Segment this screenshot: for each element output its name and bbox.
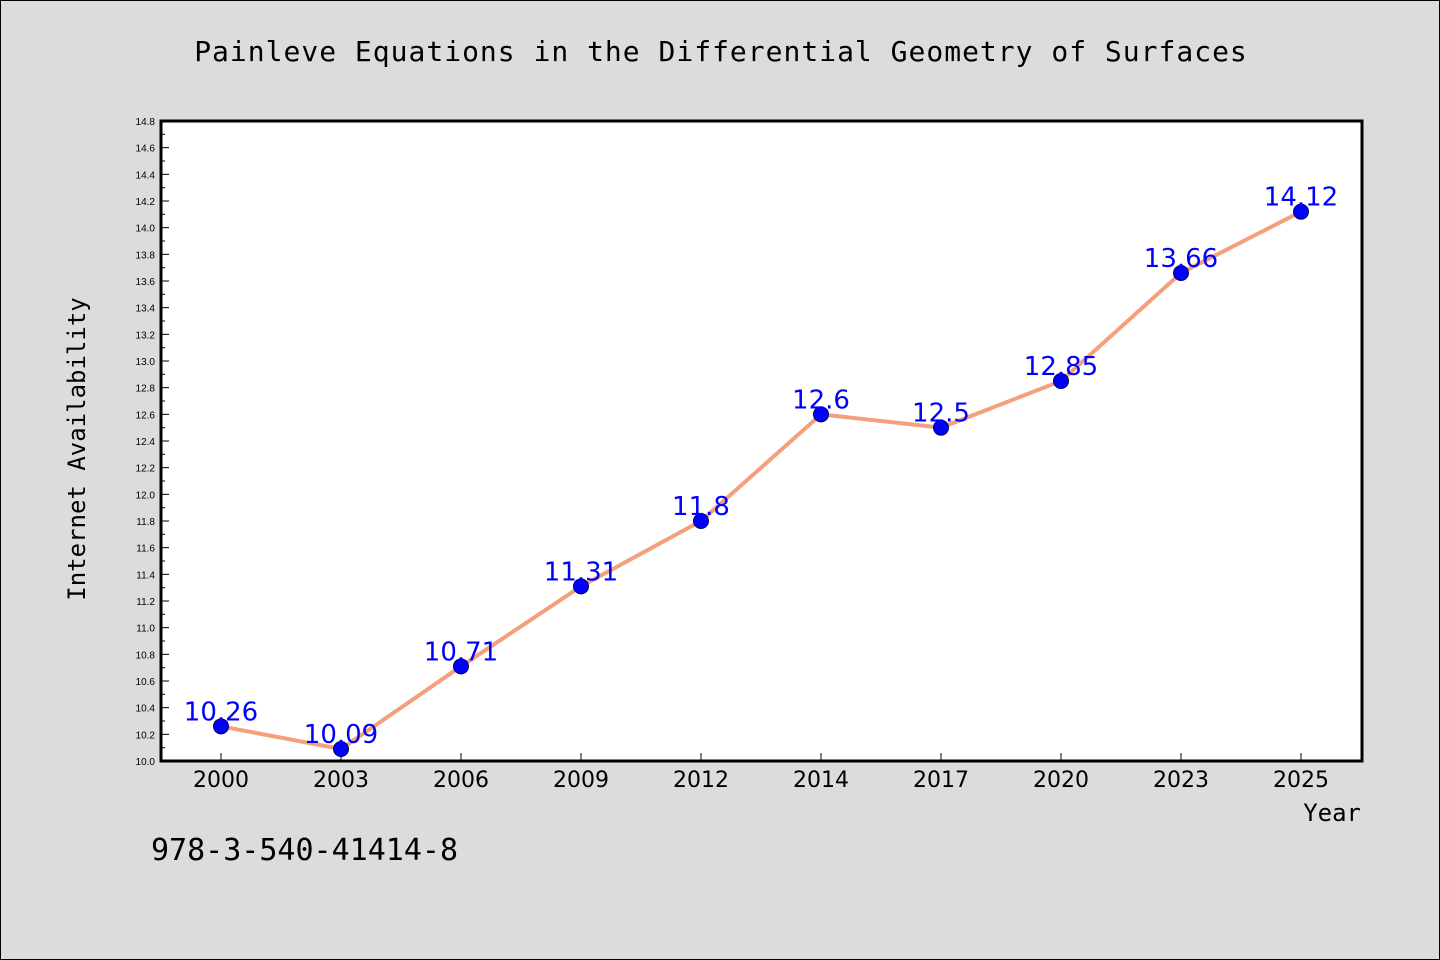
y-tick-label: 13.4 bbox=[136, 304, 156, 315]
data-label: 10.71 bbox=[424, 637, 498, 667]
data-label: 14.12 bbox=[1264, 183, 1338, 213]
y-tick-label: 13.2 bbox=[136, 330, 156, 341]
x-tick-label: 2023 bbox=[1153, 768, 1209, 793]
series-line bbox=[220, 209, 1302, 751]
y-tick-label: 14.4 bbox=[136, 170, 156, 181]
footer-code: 978-3-540-41414-8 bbox=[151, 833, 459, 868]
y-tick-label: 14.2 bbox=[136, 197, 156, 208]
data-point bbox=[1053, 373, 1069, 389]
y-tick-label: 12.8 bbox=[136, 384, 156, 395]
x-tick-label: 2020 bbox=[1033, 768, 1089, 793]
data-label: 12.85 bbox=[1024, 352, 1098, 382]
x-tick-label: 2009 bbox=[553, 768, 609, 793]
y-axis-label: Internet Availability bbox=[63, 297, 91, 600]
data-point bbox=[453, 658, 469, 675]
x-tick-label: 2025 bbox=[1273, 768, 1329, 793]
x-tick-label: 2003 bbox=[313, 768, 369, 793]
data-point bbox=[573, 578, 589, 595]
x-tick-label: 2012 bbox=[673, 768, 729, 793]
y-tick-label: 11.8 bbox=[136, 517, 155, 528]
data-point bbox=[213, 718, 229, 735]
data-label: 13.66 bbox=[1144, 244, 1218, 274]
y-tick-label: 14.8 bbox=[136, 117, 156, 128]
y-tick-label: 10.4 bbox=[136, 704, 156, 715]
y-tick-label: 10.2 bbox=[136, 730, 156, 741]
x-axis-label: Year bbox=[1303, 799, 1361, 827]
data-label: 11.8 bbox=[672, 492, 730, 522]
data-point bbox=[933, 419, 949, 436]
x-tick-label: 2006 bbox=[433, 768, 489, 793]
y-tick-label: 12.6 bbox=[136, 410, 156, 421]
y-tick-label: 12.0 bbox=[136, 490, 156, 501]
y-tick-label: 12.2 bbox=[136, 464, 156, 475]
y-tick-label: 11.2 bbox=[136, 597, 155, 608]
y-tick-label: 14.0 bbox=[136, 224, 156, 235]
data-label: 12.5 bbox=[912, 399, 970, 429]
data-point bbox=[1173, 265, 1189, 281]
data-label: 12.6 bbox=[792, 385, 850, 415]
x-tick-label: 2017 bbox=[913, 768, 969, 793]
y-tick-label: 13.6 bbox=[136, 277, 156, 288]
y-tick-label: 10.0 bbox=[136, 757, 156, 768]
data-point bbox=[813, 406, 829, 423]
series-markers bbox=[213, 203, 1309, 757]
y-tick-label: 14.6 bbox=[136, 144, 156, 155]
y-tick-label: 10.8 bbox=[136, 650, 156, 661]
data-label: 10.09 bbox=[304, 720, 378, 750]
y-tick-label: 13.0 bbox=[136, 357, 156, 368]
y-tick-label: 13.8 bbox=[136, 250, 156, 261]
y-axis-ticks: 10.0 10.2 10.4 10.6 10.8 11.0 11.2 11.4 11.6 11.8… bbox=[136, 117, 169, 768]
chart-title: Painleve Equations in the Differential G… bbox=[194, 35, 1248, 68]
data-label: 10.26 bbox=[184, 697, 258, 727]
data-point bbox=[693, 513, 709, 529]
y-tick-label: 11.6 bbox=[136, 544, 155, 555]
data-labels: 10.26 10.09 10.71 11.31 11.8 12.6 12.5 12.85 13.… bbox=[184, 183, 1338, 750]
y-tick-label: 11.4 bbox=[136, 570, 155, 581]
y-tick-label: 12.4 bbox=[136, 437, 156, 448]
plot-area bbox=[159, 119, 1364, 763]
x-tick-label: 2000 bbox=[193, 768, 249, 793]
data-label: 11.31 bbox=[544, 557, 618, 587]
x-axis-ticks: 2000 2003 2006 2009 2012 2014 2017 2020 2023 2025 bbox=[193, 753, 1329, 793]
y-tick-label: 11.0 bbox=[136, 624, 155, 635]
y-tick-label: 10.6 bbox=[136, 677, 156, 688]
data-point bbox=[1293, 203, 1309, 220]
data-point bbox=[333, 741, 349, 757]
x-tick-label: 2014 bbox=[793, 768, 849, 793]
